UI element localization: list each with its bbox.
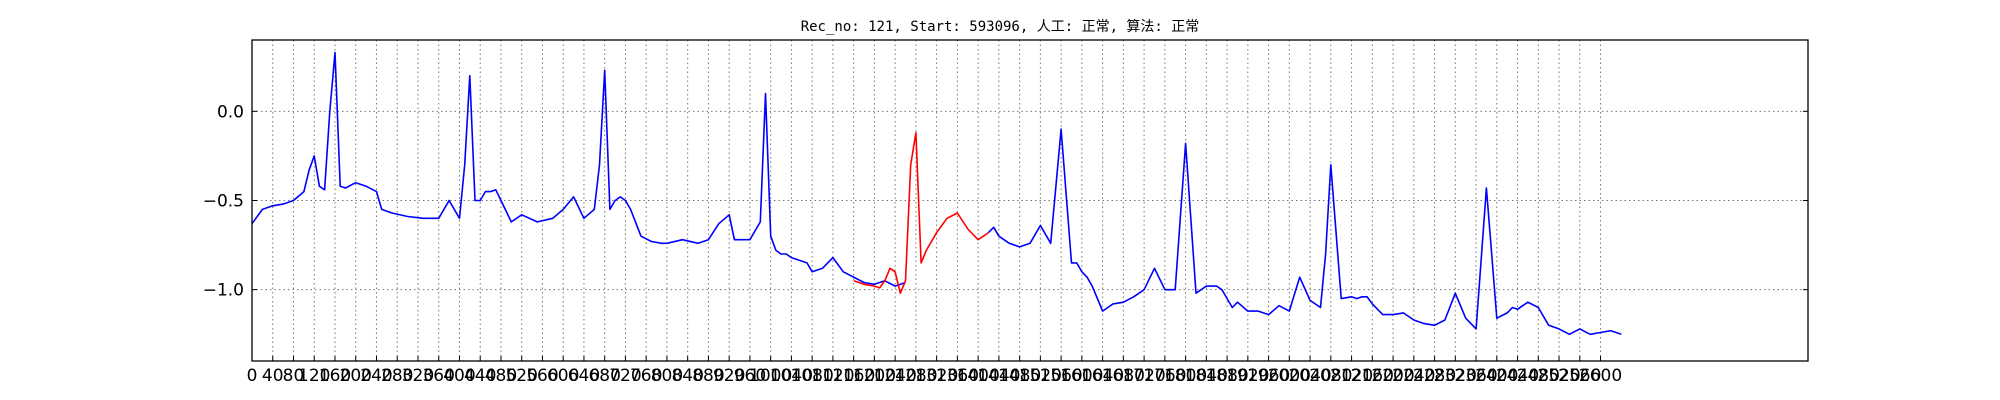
x-tick-label: 1960 [1247, 366, 1290, 386]
x-tick-label: 1040 [770, 366, 813, 386]
grid [251, 40, 1808, 361]
y-tick-label: 0.0 [217, 102, 244, 122]
x-tick-label: 800 [651, 366, 683, 386]
x-axis-ticks: 0 40 8012016020024028032036040044048052056… [247, 356, 1622, 386]
x-tick-label: 1840 [1185, 366, 1228, 386]
x-tick-label: 920 [713, 366, 745, 386]
x-tick-label: 720 [609, 366, 641, 386]
x-tick-label: 40 [262, 366, 284, 386]
x-tick-label: 440 [464, 366, 496, 386]
x-tick-label: 1360 [936, 366, 979, 386]
x-tick-label: 560 [526, 366, 558, 386]
series-lines [251, 51, 1622, 336]
y-tick-label: −0.5 [203, 192, 244, 212]
x-tick-label: 2320 [1434, 366, 1477, 386]
x-tick-label: 2520 [1537, 366, 1580, 386]
x-tick-label: 880 [692, 366, 724, 386]
x-tick-label: 2440 [1496, 366, 1539, 386]
x-tick-label: 1320 [915, 366, 958, 386]
x-tick-label: 80 [283, 366, 305, 386]
x-tick-label: 360 [422, 366, 454, 386]
chart-title: Rec_no: 121, Start: 593096, 人工: 正常, 算法: … [801, 19, 1200, 35]
x-tick-label: 1520 [1019, 366, 1062, 386]
x-tick-label: 600 [547, 366, 579, 386]
x-tick-label: 1440 [977, 366, 1020, 386]
x-tick-label: 1680 [1102, 366, 1145, 386]
x-tick-label: 320 [402, 366, 434, 386]
x-tick-label: 480 [485, 366, 517, 386]
x-tick-label: 2160 [1351, 366, 1394, 386]
x-tick-label: 1000 [749, 366, 792, 386]
x-tick-label: 2560 [1558, 366, 1601, 386]
x-tick-label: 280 [381, 366, 413, 386]
x-tick-label: 0 [247, 366, 258, 386]
x-tick-label: 2080 [1309, 366, 1352, 386]
x-tick-label: 1800 [1164, 366, 1207, 386]
x-tick-label: 2120 [1330, 366, 1373, 386]
y-tick-label: −1.0 [203, 281, 244, 301]
x-tick-label: 2040 [1288, 366, 1331, 386]
x-tick-label: 2240 [1392, 366, 1435, 386]
x-tick-label: 960 [734, 366, 766, 386]
ecg-series-3 [987, 128, 1622, 336]
x-tick-label: 160 [319, 366, 351, 386]
x-tick-label: 1080 [791, 366, 834, 386]
x-tick-label: 200 [340, 366, 372, 386]
x-tick-label: 1120 [811, 366, 854, 386]
x-tick-label: 1760 [1143, 366, 1186, 386]
x-tick-label: 1280 [894, 366, 937, 386]
x-tick-label: 240 [360, 366, 392, 386]
x-tick-label: 1640 [1081, 366, 1124, 386]
x-tick-label: 400 [443, 366, 475, 386]
x-tick-label: 2280 [1413, 366, 1456, 386]
x-tick-label: 1400 [957, 366, 1000, 386]
x-tick-label: 680 [588, 366, 620, 386]
y-axis-ticks: 0.0 −0.5 −1.0 [203, 102, 1808, 301]
x-tick-label: 640 [568, 366, 600, 386]
x-tick-label: 1560 [1039, 366, 1082, 386]
x-tick-label: 1720 [1122, 366, 1165, 386]
plot-frame [251, 39, 1809, 362]
x-tick-label: 520 [505, 366, 537, 386]
x-tick-label: 2360 [1454, 366, 1497, 386]
x-tick-label: 840 [671, 366, 703, 386]
x-tick-label: 2480 [1517, 366, 1560, 386]
x-tick-label: 1200 [853, 366, 896, 386]
x-tick-label: 120 [298, 366, 330, 386]
x-tick-label: 1600 [1060, 366, 1103, 386]
x-tick-label: 2000 [1268, 366, 1311, 386]
x-tick-label: 760 [630, 366, 662, 386]
ecg-series-1 [251, 51, 906, 287]
x-tick-label: 1160 [832, 366, 875, 386]
x-tick-label: 1480 [998, 366, 1041, 386]
x-tick-label: 1920 [1226, 366, 1269, 386]
x-tick-label: 2400 [1475, 366, 1518, 386]
x-tick-label: 2600 [1579, 366, 1622, 386]
x-tick-label: 1880 [1205, 366, 1248, 386]
x-tick-label: 1240 [874, 366, 917, 386]
ecg-series-2 [853, 131, 989, 295]
x-tick-label: 2200 [1371, 366, 1414, 386]
